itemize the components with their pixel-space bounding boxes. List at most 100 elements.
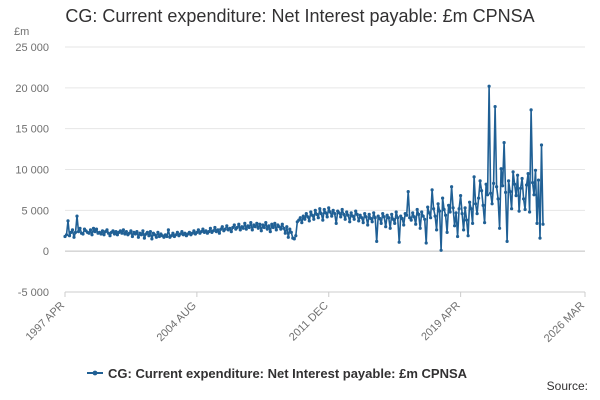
data-point [433,214,437,218]
data-point [447,203,451,207]
data-point [343,217,347,221]
data-point [541,222,545,226]
data-point [112,232,117,236]
data-point [463,206,467,210]
data-point [369,216,373,221]
data-point [180,230,184,234]
data-point [415,207,419,212]
data-point [166,228,170,232]
data-point [538,236,542,240]
data-point [387,216,391,220]
data-point [400,216,404,221]
data-point [64,233,69,237]
data-point [439,248,443,252]
data-point [490,202,494,206]
data-point [477,196,481,200]
data-point [78,226,82,230]
data-point [507,179,511,183]
data-point [456,234,460,239]
data-point [231,225,235,230]
data-point [342,212,346,216]
data-point [351,214,355,218]
data-point [280,222,284,226]
data-point [270,222,274,226]
data-point [435,228,439,232]
x-tick-label: 2004 AUG [155,300,199,344]
data-point [118,229,122,233]
y-tick-label: 0 [43,246,49,258]
data-point [282,226,286,230]
data-point [279,227,283,231]
data-point [466,234,470,238]
data-point [481,203,485,207]
data-point [67,234,72,238]
data-point [484,182,488,186]
legend-label: CG: Current expenditure: Net Interest pa… [108,366,468,381]
data-point [532,193,536,197]
data-point [486,193,490,197]
data-point [223,227,227,231]
data-point [465,218,469,222]
data-point [190,231,194,235]
data-point [360,216,364,220]
data-point [381,212,385,216]
data-point [526,172,530,176]
data-point [420,210,424,214]
data-point [536,178,541,182]
y-tick-label: 15 000 [15,124,49,136]
data-point [124,230,128,234]
data-point [390,212,394,216]
data-point [528,210,532,214]
data-point [192,229,196,233]
data-point [294,234,298,238]
data-point [327,206,331,210]
data-point [394,210,398,214]
data-point [373,216,377,220]
data-point [448,210,452,214]
data-point [244,227,248,231]
data-point [228,226,232,230]
data-point [399,214,403,218]
data-point [469,207,473,211]
data-point [315,212,319,216]
data-point [90,233,94,237]
data-point [93,230,97,234]
data-point [229,230,233,234]
data-point [204,229,208,233]
data-point [313,208,317,212]
data-point [87,231,91,235]
data-point [211,229,215,233]
data-point [516,173,520,177]
data-point [301,214,305,218]
data-point [409,218,413,222]
data-point [123,232,127,236]
data-point [187,230,191,234]
data-point [91,226,96,230]
data-point [312,217,316,221]
legend[interactable]: CG: Current expenditure: Net Interest pa… [87,366,468,381]
chart-title: CG: Current expenditure: Net Interest pa… [65,6,535,26]
data-point [258,222,262,226]
data-point [370,220,374,224]
data-point [157,234,161,239]
data-point [195,230,199,234]
data-point [501,184,505,188]
data-point [514,194,518,198]
data-point [133,232,137,236]
data-point [277,225,281,229]
data-point [235,225,239,230]
data-point [468,200,472,204]
data-point [169,234,173,238]
data-point [309,210,313,214]
data-point [127,231,131,235]
data-point [385,213,389,217]
source-link[interactable]: Source: [546,379,588,393]
data-point [331,208,335,212]
data-point [330,214,334,218]
data-point [333,212,337,216]
data-point [367,212,371,216]
data-point [391,217,395,221]
data-point [396,216,400,220]
data-point [405,213,409,217]
data-point [539,143,544,147]
